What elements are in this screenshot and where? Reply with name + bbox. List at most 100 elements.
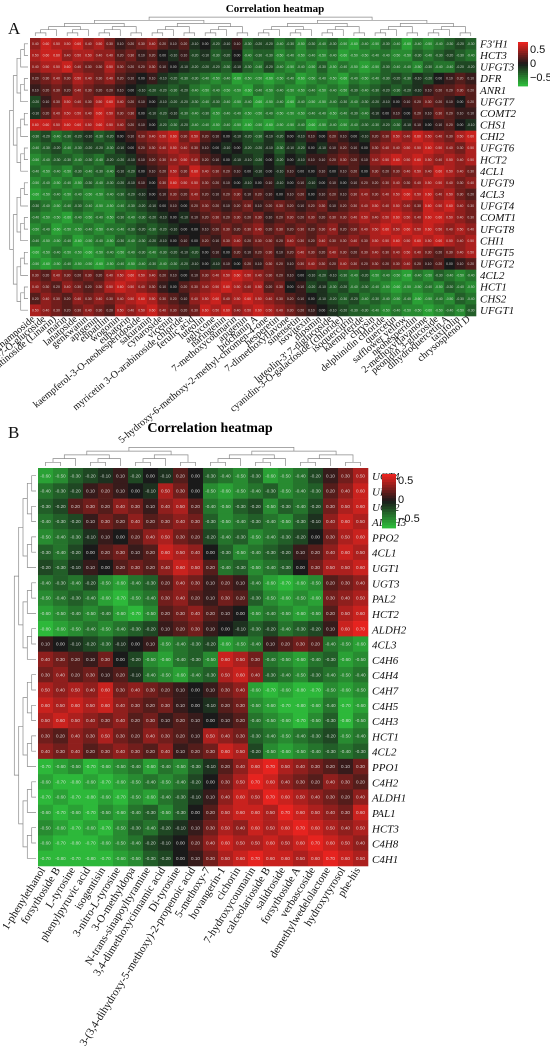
panel-a: Correlation heatmap A 0.40 0.60 0.50 0.50 0.…	[0, 3, 550, 446]
cell-value-label: 0.50	[128, 297, 135, 301]
cell-value-label: 0.00	[86, 550, 95, 555]
row-label: 4CL3	[480, 189, 505, 201]
heatmap-cell	[348, 304, 360, 317]
heatmap-cell	[38, 758, 54, 775]
heatmap-cell	[454, 119, 466, 131]
cell-value-label: 0.60	[341, 550, 350, 555]
cell-value-label: -0.10	[169, 111, 177, 115]
heatmap-cell	[53, 559, 69, 576]
cell-value-label: 0.10	[43, 100, 50, 104]
cell-value-label: 0.50	[266, 810, 275, 815]
heatmap-cell	[146, 84, 158, 97]
cell-value-label: 0.10	[86, 565, 95, 570]
heatmap-cell	[113, 804, 129, 821]
cell-value-label: 0.20	[287, 250, 294, 254]
heatmap-cell	[203, 850, 219, 867]
heatmap-cell	[93, 200, 105, 213]
heatmap-cell	[83, 49, 95, 62]
heatmap-cell	[68, 820, 84, 836]
heatmap-cell	[308, 697, 324, 714]
cell-value-label: 0.40	[128, 308, 135, 312]
cell-value-label: 0.40	[116, 718, 125, 723]
cell-value-label: 0.30	[64, 77, 71, 81]
legend-color-step	[382, 511, 396, 515]
heatmap-cell	[173, 513, 189, 530]
cell-value-label: -0.30	[85, 181, 93, 185]
heatmap-cell	[38, 621, 54, 637]
heatmap-cell	[284, 61, 296, 74]
heatmap-cell	[188, 758, 204, 775]
heatmap-cell	[136, 72, 148, 85]
cell-value-label: 0.10	[86, 519, 95, 524]
cell-value-label: -0.60	[100, 795, 111, 800]
dendrogram-branch	[31, 505, 36, 522]
heatmap-cell	[203, 559, 219, 576]
heatmap-cell	[199, 223, 211, 236]
heatmap-cell	[51, 200, 63, 213]
cell-value-label: 0.50	[356, 825, 365, 830]
heatmap-cell	[218, 789, 234, 806]
cell-value-label: 0.30	[341, 580, 350, 585]
cell-value-label: 0.00	[319, 308, 326, 312]
heatmap-cell	[53, 850, 69, 867]
heatmap-cell	[53, 804, 69, 821]
heatmap-cell	[98, 529, 114, 545]
cell-value-label: -0.40	[40, 519, 51, 524]
heatmap-cell	[157, 188, 169, 201]
cell-value-label: -0.40	[310, 749, 321, 754]
heatmap-cell	[93, 234, 105, 247]
cell-value-label: 0.30	[372, 146, 379, 150]
cell-value-label: -0.50	[233, 100, 241, 104]
heatmap-cell	[136, 107, 148, 120]
cell-value-label: 0.00	[191, 703, 200, 708]
cell-value-label: 0.20	[64, 308, 71, 312]
heatmap-cell	[231, 119, 243, 131]
heatmap-cell	[83, 234, 95, 247]
cell-value-label: 0.50	[281, 764, 290, 769]
heatmap-cell	[293, 728, 309, 744]
heatmap-cell	[188, 498, 204, 515]
heatmap-cell	[337, 165, 349, 178]
heatmap-cell	[316, 153, 328, 166]
cell-value-label: -0.50	[280, 519, 291, 524]
heatmap-cell	[114, 234, 126, 247]
heatmap-cell	[231, 200, 243, 213]
heatmap-cell	[72, 72, 84, 85]
heatmap-cell	[189, 188, 201, 201]
cell-value-label: -0.60	[31, 193, 39, 197]
heatmap-cell	[308, 682, 324, 698]
heatmap-cell	[422, 234, 434, 247]
cell-value-label: 0.40	[351, 239, 358, 243]
cell-value-label: 0.30	[425, 100, 432, 104]
cell-value-label: 0.20	[101, 504, 110, 509]
heatmap-cell	[203, 835, 219, 851]
heatmap-cell	[158, 468, 174, 484]
cell-value-label: 0.10	[319, 158, 326, 162]
cell-value-label: -0.40	[392, 308, 400, 312]
heatmap-cell	[30, 61, 41, 74]
cell-value-label: 0.60	[341, 519, 350, 524]
heatmap-cell	[293, 636, 309, 652]
heatmap-cell	[158, 483, 174, 499]
cell-value-label: -0.30	[280, 504, 291, 509]
cell-value-label: -0.60	[55, 764, 66, 769]
heatmap-cell	[157, 211, 169, 224]
cell-value-label: -0.20	[329, 297, 337, 301]
cell-value-label: -0.30	[180, 77, 188, 81]
heatmap-cell	[157, 130, 169, 143]
heatmap-cell	[233, 712, 249, 729]
heatmap-cell	[433, 188, 445, 201]
cell-value-label: -0.30	[456, 54, 464, 58]
heatmap-cell	[353, 743, 369, 760]
cell-value-label: 0.20	[191, 504, 200, 509]
heatmap-cell	[72, 49, 84, 62]
heatmap-cell	[188, 682, 204, 698]
cell-value-label: 0.40	[382, 204, 389, 208]
cell-value-label: 0.50	[101, 733, 110, 738]
cell-value-label: -0.10	[191, 42, 199, 46]
cell-value-label: -0.50	[295, 749, 306, 754]
heatmap-cell	[327, 38, 339, 50]
cell-value-label: 0.20	[308, 227, 315, 231]
cell-value-label: -0.10	[127, 158, 135, 162]
heatmap-cell	[465, 223, 477, 236]
